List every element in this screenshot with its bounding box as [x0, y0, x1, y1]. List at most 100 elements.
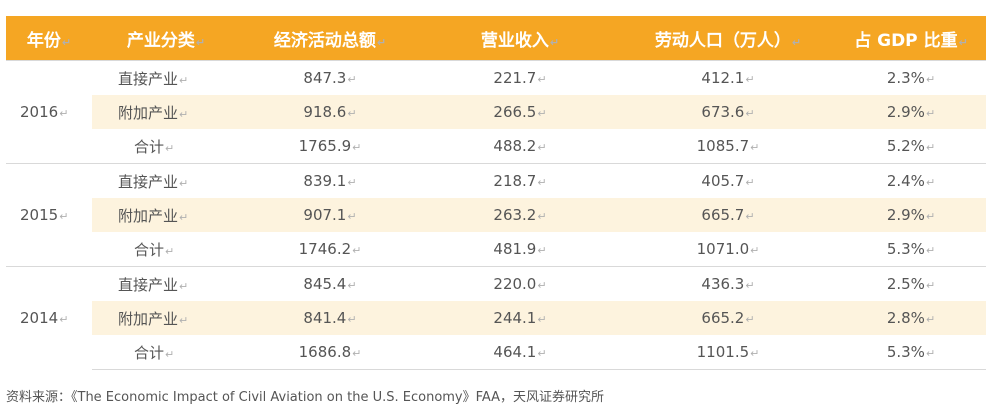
return-mark: ↵: [347, 210, 357, 223]
cell-gdp-share: 2.5%↵: [836, 266, 986, 301]
year-cell: 2015↵: [6, 163, 92, 267]
return-mark: ↵: [347, 313, 357, 326]
cell-category: 附加产业↵: [92, 95, 240, 129]
cell-labor: 673.6↵: [620, 95, 836, 129]
cell-economic-total: 918.6↵: [240, 95, 420, 129]
cell-gdp-share: 2.4%↵: [836, 163, 986, 198]
cell-economic-total: 841.4↵: [240, 301, 420, 335]
return-mark: ↵: [179, 176, 189, 190]
return-mark: ↵: [165, 244, 175, 258]
return-mark: ↵: [165, 141, 175, 155]
cell-gdp-share: 2.3%↵: [836, 60, 986, 95]
cell-economic-total: 1765.9↵: [240, 129, 420, 164]
return-mark: ↵: [165, 347, 175, 361]
header-labor: 劳动人口（万人）↵: [620, 16, 836, 61]
cell-category: 直接产业↵: [92, 60, 240, 95]
return-mark: ↵: [549, 35, 560, 49]
return-mark: ↵: [537, 73, 547, 86]
return-mark: ↵: [59, 210, 69, 223]
return-mark: ↵: [376, 35, 387, 49]
return-mark: ↵: [59, 107, 69, 120]
return-mark: ↵: [537, 279, 547, 292]
return-mark: ↵: [61, 35, 72, 49]
return-mark: ↵: [352, 141, 362, 154]
header-gdp-share: 占 GDP 比重↵: [836, 16, 986, 61]
return-mark: ↵: [925, 141, 936, 154]
table-row: 2014↵ 直接产业↵ 845.4↵ 220.0↵ 436.3↵ 2.5%↵: [6, 266, 986, 370]
cell-economic-total: 845.4↵: [240, 266, 420, 301]
cell-gdp-share: 2.9%↵: [836, 95, 986, 129]
table-header: 年份↵ 产业分类↵ 经济活动总额↵ 营业收入↵ 劳动人口（万人）↵ 占 GDP …: [6, 16, 986, 61]
cell-economic-total: 907.1↵: [240, 198, 420, 232]
cell-economic-total: 839.1↵: [240, 163, 420, 198]
return-mark: ↵: [537, 313, 547, 326]
table-row: 合计↵ 1765.9↵ 488.2↵ 1085.7↵ 5.2%↵: [6, 129, 986, 164]
table-row: 合计↵ 1686.8↵ 464.1↵ 1101.5↵ 5.3%↵: [6, 335, 986, 370]
cell-labor: 436.3↵: [620, 266, 836, 301]
cell-revenue: 266.5↵: [420, 95, 620, 129]
year-cell: 2016↵: [6, 60, 92, 164]
table-row: 附加产业↵ 841.4↵ 244.1↵ 665.2↵ 2.8%↵: [6, 301, 986, 335]
cell-gdp-share: 5.2%↵: [836, 129, 986, 164]
table-row: 合计↵ 1746.2↵ 481.9↵ 1071.0↵ 5.3%↵: [6, 232, 986, 267]
cell-labor: 1085.7↵: [620, 129, 836, 164]
header-category: 产业分类↵: [92, 16, 240, 61]
return-mark: ↵: [750, 347, 760, 360]
cell-labor: 405.7↵: [620, 163, 836, 198]
table-row: 附加产业↵ 918.6↵ 266.5↵ 673.6↵ 2.9%↵: [6, 95, 986, 129]
cell-revenue: 220.0↵: [420, 266, 620, 301]
return-mark: ↵: [179, 313, 189, 327]
cell-revenue: 221.7↵: [420, 60, 620, 95]
cell-gdp-share: 5.3%↵: [836, 335, 986, 370]
return-mark: ↵: [347, 73, 357, 86]
return-mark: ↵: [745, 107, 755, 120]
cell-labor: 665.2↵: [620, 301, 836, 335]
return-mark: ↵: [59, 313, 69, 327]
cell-category: 附加产业↵: [92, 301, 240, 335]
return-mark: ↵: [791, 35, 802, 49]
return-mark: ↵: [537, 176, 547, 189]
cell-labor: 412.1↵: [620, 60, 836, 95]
cell-category: 直接产业↵: [92, 163, 240, 198]
return-mark: ↵: [750, 141, 760, 154]
cell-category: 合计↵: [92, 232, 240, 267]
cell-category: 附加产业↵: [92, 198, 240, 232]
cell-economic-total: 847.3↵: [240, 60, 420, 95]
cell-economic-total: 1746.2↵: [240, 232, 420, 267]
cell-revenue: 244.1↵: [420, 301, 620, 335]
return-mark: ↵: [347, 176, 357, 189]
cell-category: 直接产业↵: [92, 266, 240, 301]
return-mark: ↵: [537, 210, 547, 223]
cell-category: 合计↵: [92, 335, 240, 370]
year-cell: 2014↵: [6, 266, 92, 370]
header-year: 年份↵: [6, 16, 92, 61]
header-economic-total: 经济活动总额↵: [240, 16, 420, 61]
table-row: 附加产业↵ 907.1↵ 263.2↵ 665.7↵ 2.9%↵: [6, 198, 986, 232]
return-mark: ↵: [925, 176, 936, 189]
source-note: 资料来源：《The Economic Impact of Civil Aviat…: [6, 390, 605, 405]
table-row: 2015↵ 直接产业↵ 839.1↵ 218.7↵ 405.7↵ 2.4%↵: [6, 163, 986, 267]
return-mark: ↵: [179, 73, 189, 87]
return-mark: ↵: [347, 107, 357, 120]
cell-labor: 1101.5↵: [620, 335, 836, 370]
return-mark: ↵: [537, 107, 547, 120]
return-mark: ↵: [352, 244, 362, 257]
aviation-economy-table: 年份↵ 产业分类↵ 经济活动总额↵ 营业收入↵ 劳动人口（万人）↵ 占 GDP …: [6, 16, 986, 370]
return-mark: ↵: [347, 279, 357, 292]
return-mark: ↵: [925, 244, 936, 257]
cell-revenue: 464.1↵: [420, 335, 620, 370]
return-mark: ↵: [179, 279, 189, 293]
cell-labor: 1071.0↵: [620, 232, 836, 267]
table-body: 2016↵ 直接产业↵ 847.3↵ 221.7↵ 412.1↵ 2.3%↵ 附加产业↵ 91…: [6, 60, 986, 370]
return-mark: ↵: [745, 279, 755, 292]
return-mark: ↵: [195, 35, 206, 49]
table-row: 2016↵ 直接产业↵ 847.3↵ 221.7↵ 412.1↵ 2.3%↵: [6, 60, 986, 164]
return-mark: ↵: [750, 244, 760, 257]
cell-gdp-share: 2.9%↵: [836, 198, 986, 232]
cell-labor: 665.7↵: [620, 198, 836, 232]
return-mark: ↵: [352, 347, 362, 360]
header-revenue: 营业收入↵: [420, 16, 620, 61]
cell-gdp-share: 5.3%↵: [836, 232, 986, 267]
return-mark: ↵: [925, 347, 936, 360]
